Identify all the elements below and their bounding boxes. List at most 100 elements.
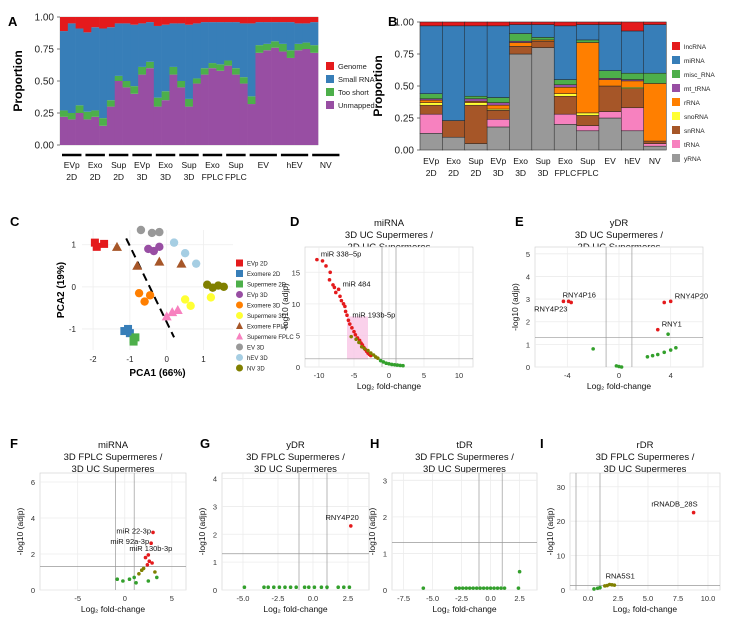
data-point [325, 585, 329, 590]
legend-label: Unmapped [338, 101, 375, 110]
data-point [668, 299, 673, 304]
y-tick-label: 0.50 [35, 77, 55, 88]
data-point [294, 585, 299, 590]
bar-segment [224, 17, 233, 23]
panel-title: 3D UC Supermeres [604, 464, 687, 475]
bar-segment [153, 106, 162, 145]
data-point [591, 347, 595, 351]
y-axis-title: -log10 (adjp) [15, 507, 25, 555]
bar-segment [286, 17, 295, 23]
legend-marker [236, 332, 243, 340]
panel-letter: D [290, 214, 299, 229]
data-point [481, 586, 486, 590]
data-point [283, 585, 287, 590]
bar-segment [153, 17, 162, 26]
bar-segment [263, 17, 272, 23]
data-point [352, 329, 356, 334]
bar-segment [419, 113, 443, 134]
y-tick-label: 0.25 [395, 114, 415, 125]
point-label: RNY4P20 [325, 513, 358, 522]
bar-segment [185, 106, 194, 145]
data-point [350, 326, 354, 330]
data-point [131, 333, 140, 342]
bar-segment [177, 17, 186, 24]
bar-segment [91, 17, 100, 28]
bar-segment [553, 124, 578, 151]
bar-segment [621, 72, 645, 80]
category-label: FPLC [554, 168, 576, 178]
category-label: EVp [423, 156, 439, 166]
legend-label: mt_tRNA [684, 86, 711, 93]
category-label: 2D [426, 168, 437, 178]
y-tick-label: 10 [557, 552, 565, 561]
bar-segment [598, 79, 622, 87]
bar-segment [621, 107, 645, 132]
x-tick-label: 2.5 [514, 594, 524, 603]
data-point [172, 305, 183, 314]
data-point [349, 524, 353, 528]
data-point [129, 337, 138, 346]
bar-segment [122, 87, 131, 145]
bar-segment [153, 25, 162, 98]
y-tick-label: 0 [383, 586, 387, 595]
data-point [488, 586, 493, 590]
group-label: EV [258, 160, 270, 170]
bar-segment [60, 116, 69, 145]
data-point [401, 363, 405, 368]
bar-segment [598, 70, 622, 79]
y-tick-label: 4 [526, 272, 530, 281]
data-point [320, 259, 325, 263]
group-label: EVp [134, 160, 150, 170]
category-label: NV [649, 156, 661, 166]
legend-marker [236, 343, 243, 351]
category-label: Exo [558, 156, 573, 166]
bar-segment [486, 104, 511, 110]
bar-segment [643, 140, 667, 144]
data-point [645, 355, 650, 359]
bar-segment [232, 22, 241, 69]
bar-segment [263, 50, 272, 145]
legend-swatch [672, 140, 680, 148]
group-label: Sup [111, 160, 126, 170]
data-point [348, 322, 352, 326]
legend-swatch [672, 112, 680, 120]
bar-segment [263, 43, 272, 51]
x-tick-label: 2.5 [613, 594, 623, 603]
data-point [151, 530, 155, 535]
data-point [336, 585, 341, 590]
legend-swatch [672, 84, 680, 92]
point-label: miR 22-3p [116, 526, 151, 535]
category-label: 3D [493, 168, 504, 178]
legend-swatch [672, 98, 680, 106]
bar-segment [621, 21, 645, 32]
y-tick-label: 5 [526, 250, 530, 259]
bar-segment [553, 87, 578, 94]
group-label: 3D [184, 172, 195, 182]
legend-swatch [672, 56, 680, 64]
bar-segment [177, 87, 186, 145]
bar-segment [224, 22, 233, 61]
point-label: miR 484 [343, 279, 371, 288]
bar-segment [294, 23, 303, 44]
bar-segment [114, 23, 123, 76]
legend-label: Too short [338, 88, 370, 97]
data-point [147, 228, 157, 238]
data-point [381, 360, 386, 364]
x-tick-label: -4 [564, 371, 571, 380]
point-label: RNA5S1 [606, 571, 635, 580]
y-tick-label: 0.75 [395, 50, 415, 61]
x-tick-label: 0 [617, 371, 621, 380]
y-tick-label: 4 [31, 514, 35, 523]
bar-segment [177, 23, 186, 81]
data-point [146, 579, 151, 583]
x-tick-label: 0 [387, 371, 391, 380]
x-tick-label: 7.5 [673, 594, 683, 603]
y-tick-label: 6 [31, 478, 35, 487]
point-label: RNY4P16 [563, 290, 596, 299]
data-point [242, 585, 247, 590]
legend-marker [236, 322, 243, 329]
data-point [137, 572, 141, 576]
bar-segment [621, 88, 645, 109]
